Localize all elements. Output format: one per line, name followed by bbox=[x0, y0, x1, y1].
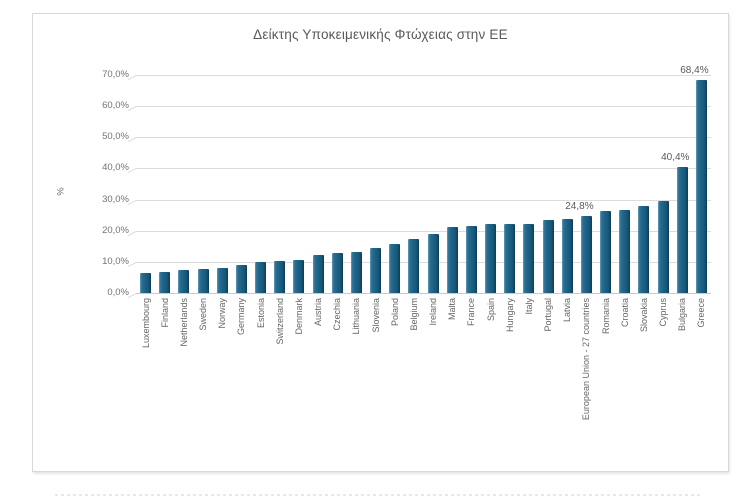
x-label-luxembourg: Luxembourg bbox=[140, 298, 151, 349]
bar-hungary bbox=[504, 224, 516, 293]
bar-sweden bbox=[197, 269, 209, 293]
bar-luxembourg bbox=[140, 273, 152, 293]
bar-estonia bbox=[255, 262, 267, 293]
bar-denmark bbox=[293, 259, 305, 293]
x-label-italy: Italy bbox=[523, 298, 534, 315]
x-label-austria: Austria bbox=[313, 298, 324, 327]
y-tick-label: 40,0% bbox=[102, 162, 129, 174]
x-label-czechia: Czechia bbox=[332, 298, 343, 331]
chart-panel: Δείκτης Υποκειμενικής Φτώχειας στην ΕΕ %… bbox=[32, 13, 729, 472]
bar-croatia bbox=[619, 209, 631, 293]
gridline-0 bbox=[136, 293, 711, 294]
x-label-finland: Finland bbox=[159, 298, 170, 328]
x-label-estonia: Estonia bbox=[255, 298, 266, 329]
bar-poland bbox=[389, 244, 401, 293]
y-tick-label: 70,0% bbox=[102, 69, 129, 80]
bar-romania bbox=[600, 211, 612, 293]
y-tick-label: 10,0% bbox=[102, 255, 129, 267]
bar-slovakia bbox=[638, 206, 650, 293]
y-tick-label: 20,0% bbox=[102, 224, 129, 236]
gridline-10 bbox=[136, 261, 711, 263]
x-label-lithuania: Lithuania bbox=[351, 298, 362, 335]
x-label-spain: Spain bbox=[485, 298, 496, 322]
bar-france bbox=[465, 226, 477, 293]
x-label-germany: Germany bbox=[236, 298, 247, 336]
bar-slovenia bbox=[370, 247, 382, 293]
bar-belgium bbox=[408, 239, 420, 293]
bar-netherlands bbox=[178, 270, 190, 293]
gridline-50 bbox=[136, 137, 711, 139]
x-label-belgium: Belgium bbox=[408, 298, 419, 331]
x-label-malta: Malta bbox=[447, 298, 458, 321]
x-label-denmark: Denmark bbox=[293, 298, 304, 335]
bar-italy bbox=[523, 223, 535, 293]
x-label-european-union-27-countries: European Union - 27 countries bbox=[581, 298, 592, 421]
chart-title: Δείκτης Υποκειμενικής Φτώχειας στην ΕΕ bbox=[253, 27, 508, 42]
x-label-switzerland: Switzerland bbox=[274, 298, 285, 345]
x-label-portugal: Portugal bbox=[543, 298, 554, 332]
truncated-text-artifact bbox=[55, 494, 700, 496]
x-label-hungary: Hungary bbox=[504, 298, 515, 333]
x-label-poland: Poland bbox=[389, 298, 400, 327]
bar-portugal bbox=[542, 220, 554, 293]
x-label-greece: Greece bbox=[696, 298, 707, 328]
bar-germany bbox=[235, 264, 247, 293]
data-label-greece: 68,4% bbox=[680, 64, 709, 76]
gridline-70 bbox=[136, 75, 711, 76]
gridline-40 bbox=[136, 168, 711, 170]
bar-spain bbox=[485, 224, 497, 293]
bar-switzerland bbox=[274, 260, 286, 293]
gridline-30 bbox=[136, 199, 711, 201]
x-label-romania: Romania bbox=[600, 298, 611, 335]
x-label-sweden: Sweden bbox=[198, 298, 209, 331]
bar-ireland bbox=[427, 234, 439, 293]
data-label-bulgaria: 40,4% bbox=[661, 152, 690, 164]
bar-finland bbox=[159, 271, 171, 293]
x-label-slovenia: Slovenia bbox=[370, 298, 381, 333]
bar-european-union-27-countries bbox=[580, 215, 592, 293]
bar-cyprus bbox=[657, 200, 669, 293]
data-label-european-union-27-countries: 24,8% bbox=[565, 200, 594, 212]
bar-greece bbox=[695, 79, 707, 293]
plot-area: 0,0% 10,0% 20,0% 30,0% 40,0% 50,0% 60,0% 70,0% L… bbox=[33, 14, 728, 471]
y-tick-label: 60,0% bbox=[102, 100, 129, 112]
x-label-bulgaria: Bulgaria bbox=[677, 298, 688, 332]
x-label-croatia: Croatia bbox=[619, 298, 630, 328]
x-label-cyprus: Cyprus bbox=[658, 298, 669, 327]
x-label-latvia: Latvia bbox=[562, 298, 573, 323]
y-tick-label: 0,0% bbox=[107, 287, 129, 298]
bar-latvia bbox=[561, 218, 573, 293]
x-label-ireland: Ireland bbox=[428, 298, 439, 326]
x-label-slovakia: Slovakia bbox=[638, 298, 649, 333]
bar-czechia bbox=[331, 252, 343, 293]
gridline-20 bbox=[136, 230, 711, 232]
y-tick-label: 30,0% bbox=[102, 193, 129, 205]
x-label-norway: Norway bbox=[217, 298, 228, 329]
bar-lithuania bbox=[350, 251, 362, 293]
bar-austria bbox=[312, 254, 324, 293]
bar-malta bbox=[446, 226, 458, 293]
bar-norway bbox=[216, 268, 228, 293]
x-label-netherlands: Netherlands bbox=[178, 298, 189, 347]
y-tick-label: 50,0% bbox=[102, 131, 129, 143]
bar-bulgaria bbox=[676, 167, 688, 293]
x-label-france: France bbox=[466, 298, 477, 327]
gridline-60 bbox=[136, 106, 711, 108]
